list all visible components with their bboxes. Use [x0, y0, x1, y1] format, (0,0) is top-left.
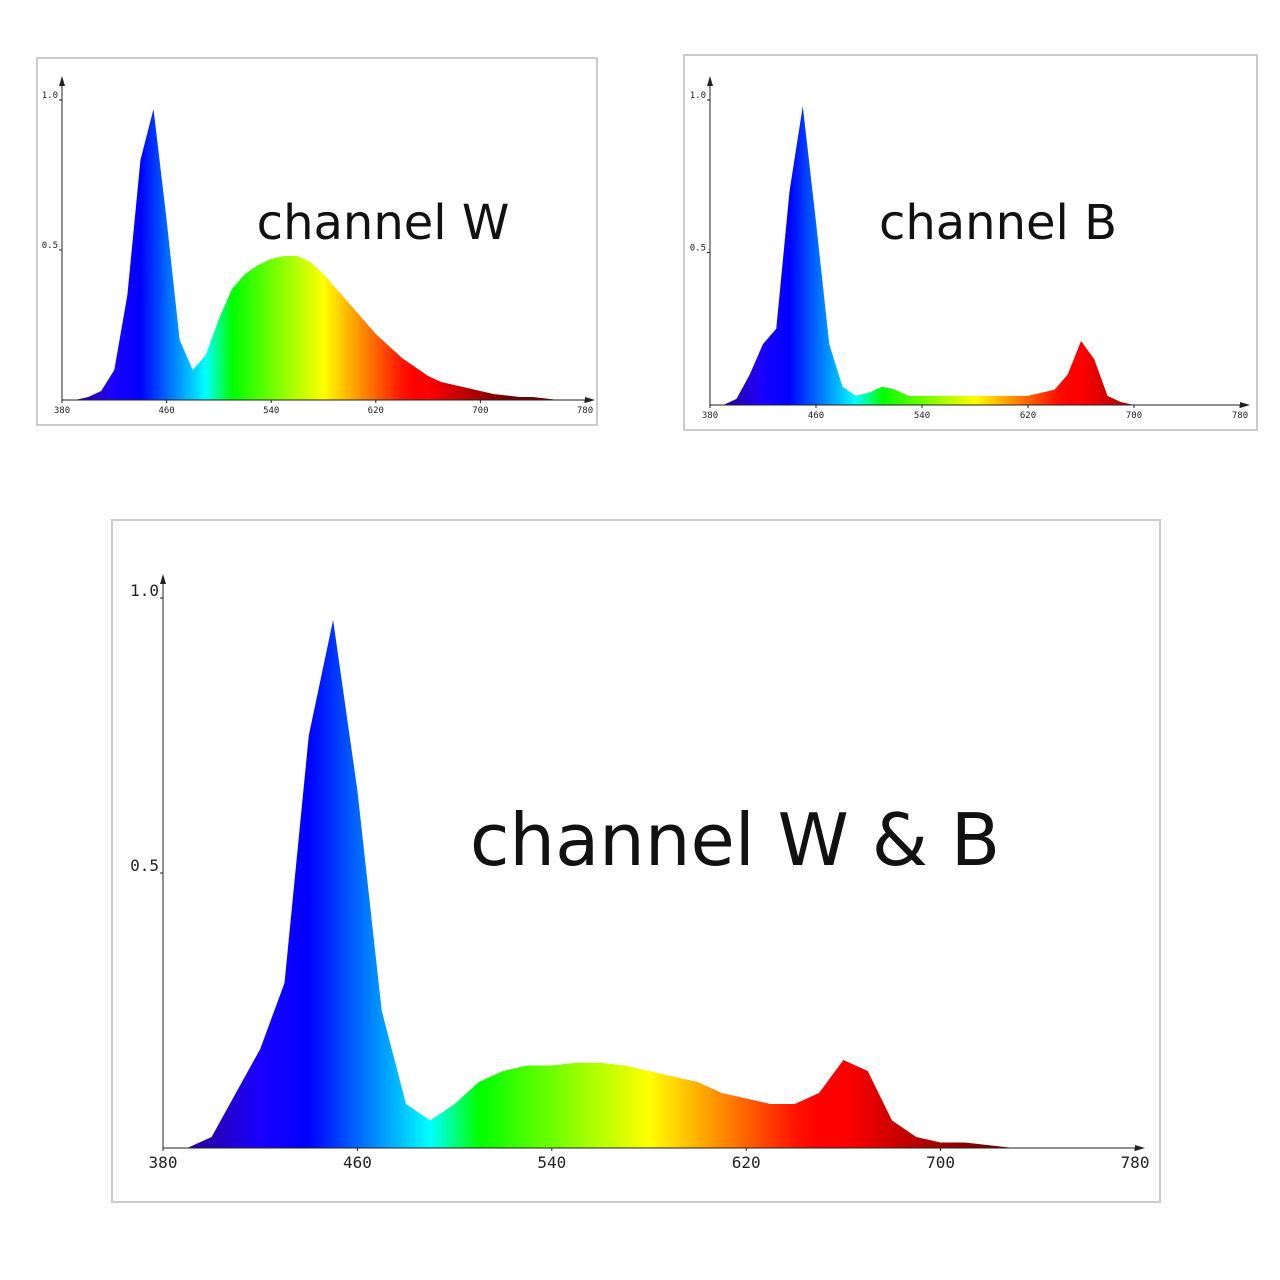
y-tick-label: 0.5 — [42, 241, 58, 251]
y-tick-label: 1.0 — [690, 91, 706, 101]
spectrum-area — [62, 109, 585, 400]
x-tick-label: 540 — [914, 411, 930, 421]
y-tick-label: 0.5 — [130, 856, 159, 875]
x-tick-label: 460 — [808, 411, 824, 421]
x-tick-label: 620 — [1020, 411, 1036, 421]
x-tick-label: 540 — [263, 406, 279, 416]
x-tick-label: 620 — [368, 406, 384, 416]
x-tick-label: 380 — [702, 411, 718, 421]
x-axis-arrow — [1135, 1145, 1145, 1151]
chart-panel: 380 460 540 620 700 780 0.5 1.0 channel W — [36, 57, 598, 426]
chart-panel: 380 460 540 620 700 780 0.5 1.0 channel B — [683, 54, 1258, 431]
spectrum-area — [163, 620, 1135, 1148]
x-tick-label: 700 — [472, 406, 488, 416]
spectrum-area — [710, 106, 1240, 405]
x-tick-label: 780 — [577, 406, 593, 416]
y-tick-label: 1.0 — [130, 581, 159, 600]
x-tick-label: 780 — [1232, 411, 1248, 421]
chart-title: channel W — [257, 195, 510, 251]
x-tick-label: 780 — [1121, 1153, 1150, 1172]
chart-title: channel B — [879, 195, 1117, 251]
y-axis-arrow — [707, 76, 713, 86]
x-tick-label: 460 — [343, 1153, 372, 1172]
x-tick-label: 540 — [537, 1153, 566, 1172]
x-tick-label: 700 — [1126, 411, 1142, 421]
y-tick-label: 0.5 — [690, 244, 706, 254]
y-axis-arrow — [160, 574, 166, 584]
y-tick-label: 1.0 — [42, 91, 58, 101]
x-tick-label: 380 — [54, 406, 70, 416]
y-axis-arrow — [59, 76, 65, 86]
x-axis-arrow — [585, 397, 595, 403]
x-tick-label: 700 — [926, 1153, 955, 1172]
x-tick-label: 620 — [732, 1153, 761, 1172]
x-tick-label: 380 — [149, 1153, 178, 1172]
chart-panel: 380 460 540 620 700 780 0.5 1.0 channel W & B — [111, 519, 1161, 1203]
x-tick-label: 460 — [158, 406, 174, 416]
x-axis-arrow — [1240, 402, 1250, 408]
chart-title: channel W & B — [470, 798, 1000, 882]
